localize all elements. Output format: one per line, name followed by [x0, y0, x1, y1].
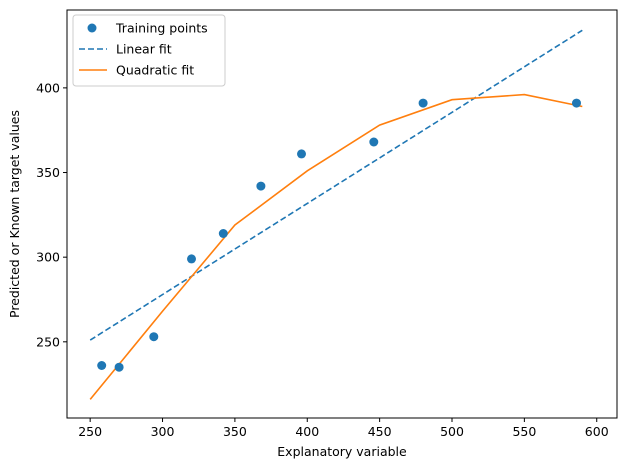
x-tick-label: 450 — [368, 424, 392, 439]
data-point-1 — [97, 361, 107, 370]
x-axis-label: Explanatory variable — [277, 444, 407, 459]
data-point-9 — [418, 98, 428, 108]
x-tick-label: 250 — [78, 424, 102, 439]
legend-label: Linear fit — [116, 42, 172, 57]
y-axis: 250 300 350 400 — [36, 80, 67, 349]
x-axis: 250 300 350 400 450 500 550 600 — [78, 418, 609, 439]
x-tick-label: 350 — [223, 424, 247, 439]
data-point-5 — [218, 229, 228, 238]
legend-marker-scatter — [87, 23, 97, 33]
data-point-7 — [297, 149, 306, 159]
legend-label: Quadratic fit — [116, 63, 194, 78]
x-tick-label: 500 — [440, 424, 464, 439]
y-tick-label: 350 — [36, 165, 60, 180]
data-point-2 — [114, 362, 124, 372]
data-point-3 — [149, 332, 159, 342]
legend-box — [72, 14, 226, 87]
data-point-4 — [187, 254, 196, 264]
data-point-10 — [572, 98, 581, 108]
data-point-6 — [256, 181, 266, 191]
data-point-8 — [369, 137, 379, 147]
x-tick-label: 550 — [512, 424, 536, 439]
y-tick-label: 400 — [36, 80, 60, 95]
x-tick-label: 600 — [585, 424, 609, 439]
y-axis-label: Predicted or Known target values — [7, 110, 22, 318]
x-tick-label: 400 — [295, 424, 319, 439]
series-line-2 — [89, 93, 583, 400]
y-tick-label: 250 — [36, 334, 60, 349]
y-tick-label: 300 — [36, 250, 60, 265]
legend-label: Training points — [115, 21, 208, 36]
x-tick-label: 300 — [151, 424, 175, 439]
plot-area — [89, 29, 583, 400]
series-line-1 — [89, 29, 583, 341]
axes-frame — [66, 9, 618, 419]
legend: Training points Linear fit Quadratic fit — [72, 14, 226, 87]
